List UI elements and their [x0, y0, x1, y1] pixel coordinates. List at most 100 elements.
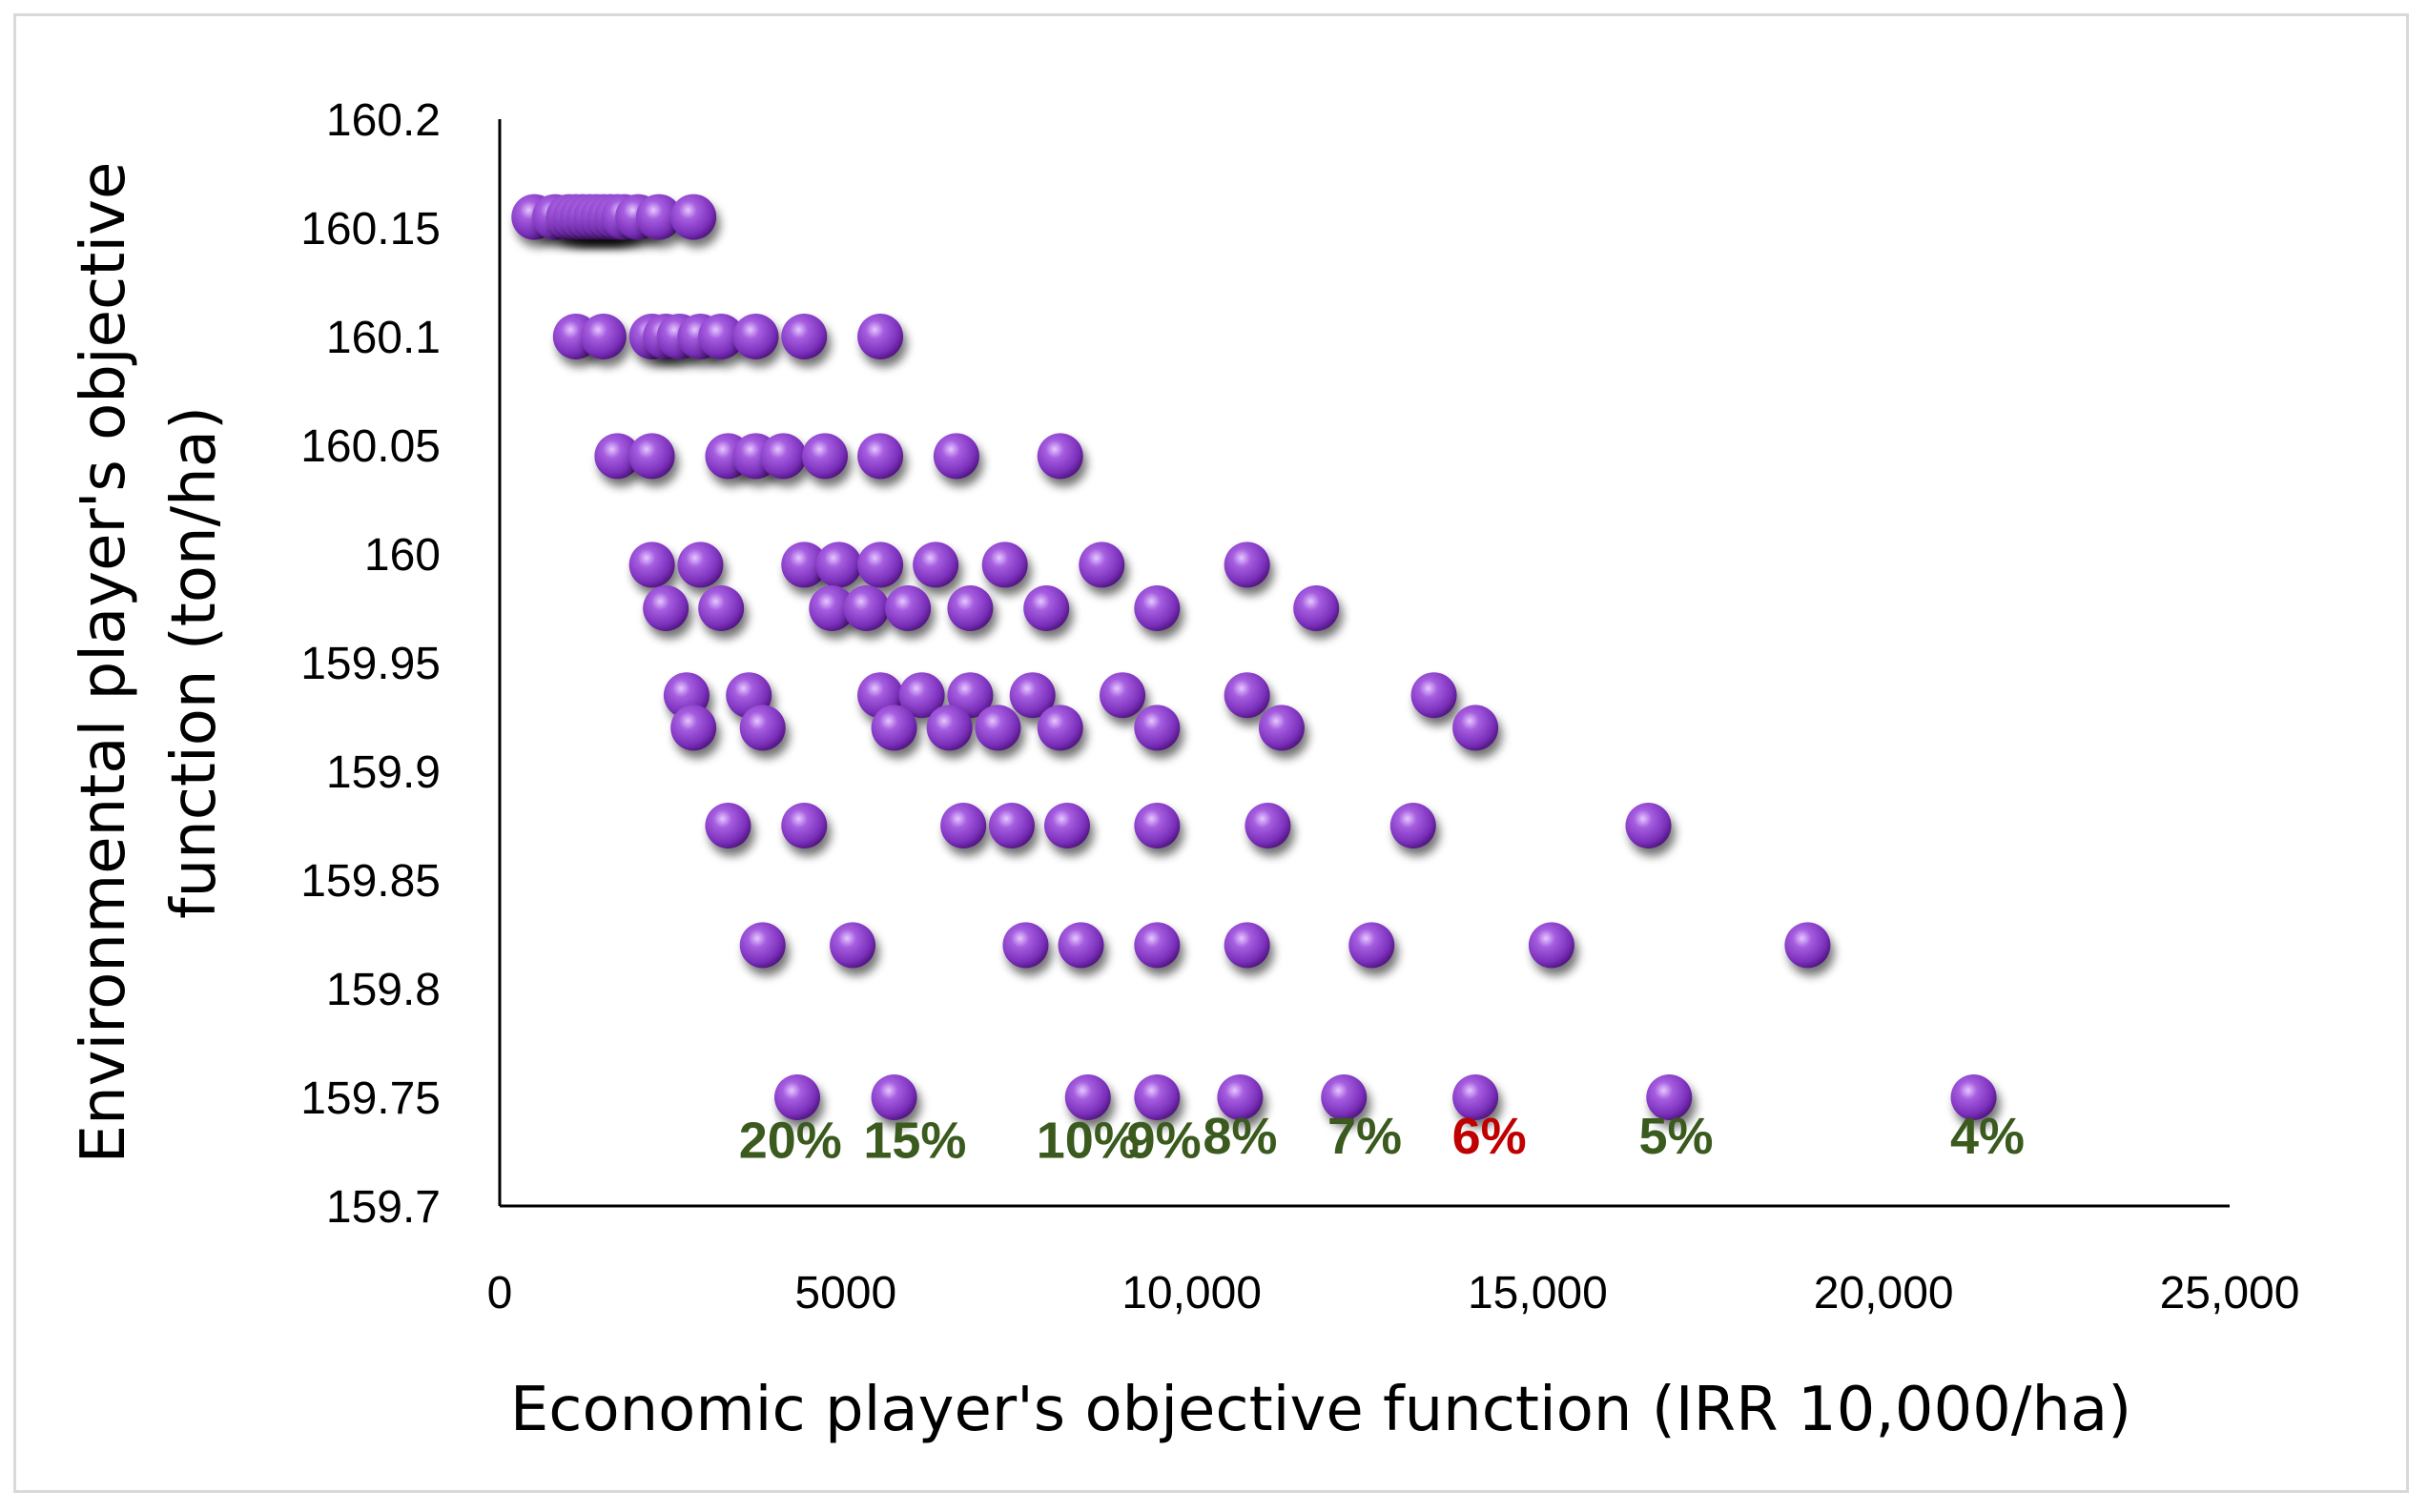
- x-tick-label: 10,000: [1121, 1268, 1262, 1318]
- data-point: [913, 541, 959, 588]
- data-point: [670, 705, 717, 751]
- data-point: [981, 541, 1028, 588]
- y-tick-labels: 160.2 160.15 160.1 160.05 160 159.95 159.9 159.…: [300, 95, 441, 1233]
- data-point: [698, 585, 745, 631]
- data-point: [1023, 585, 1070, 631]
- data-point: [975, 705, 1021, 751]
- y-tick-label: 159.8: [326, 965, 441, 1015]
- data-point: [1079, 541, 1125, 588]
- data-point: [926, 705, 973, 751]
- data-point: [843, 585, 890, 631]
- data-point: [1245, 803, 1291, 848]
- data-point: [628, 433, 675, 480]
- y-tick-label: 159.75: [300, 1073, 441, 1124]
- x-tick-labels: 0 5000 10,000 15,000 20,000 25,000: [487, 1268, 2300, 1318]
- data-point: [898, 672, 945, 719]
- data-point: [1224, 922, 1270, 969]
- data-point: [1037, 433, 1083, 480]
- y-tick-label: 159.9: [326, 747, 441, 798]
- data-point: [732, 314, 779, 359]
- data-point: [1037, 705, 1083, 751]
- data-point: [1625, 803, 1672, 848]
- x-tick-label: 0: [487, 1268, 513, 1318]
- annotations: 20% 15% 10%9% 8% 7% 6% 5% 4%: [739, 1108, 2025, 1170]
- annotation-label: 6%: [1452, 1108, 1527, 1165]
- data-point: [1134, 803, 1181, 848]
- data-point: [705, 803, 751, 848]
- data-point: [643, 585, 689, 631]
- data-point: [781, 803, 828, 848]
- data-points: [511, 194, 1997, 1120]
- data-point: [670, 194, 717, 240]
- annotation-label: 20%: [739, 1113, 842, 1170]
- data-point: [857, 541, 904, 588]
- annotation-label: 4%: [1950, 1108, 2025, 1165]
- y-tick-label: 160: [364, 530, 441, 581]
- data-point: [809, 585, 855, 631]
- data-point: [698, 314, 745, 359]
- axes: [498, 119, 2230, 1208]
- data-point: [1217, 1074, 1264, 1120]
- data-point: [760, 433, 807, 480]
- data-point: [677, 541, 724, 588]
- y-tick-label: 160.05: [300, 421, 441, 472]
- data-point: [594, 433, 641, 480]
- y-tick-label: 160.1: [326, 313, 441, 363]
- data-point: [1452, 1074, 1499, 1120]
- annotation-label: 8%: [1203, 1108, 1277, 1165]
- x-tick-label: 5000: [794, 1268, 896, 1318]
- data-point: [774, 1074, 821, 1120]
- data-point: [933, 433, 979, 480]
- data-point: [1321, 1074, 1368, 1120]
- annotation-label: 9%: [1127, 1113, 1202, 1170]
- x-tick-label: 25,000: [2160, 1268, 2300, 1318]
- data-point: [988, 803, 1035, 848]
- data-point: [580, 314, 627, 359]
- y-tick-label: 159.7: [326, 1182, 441, 1233]
- data-point: [739, 705, 786, 751]
- data-point: [1064, 1074, 1111, 1120]
- data-point: [1134, 585, 1181, 631]
- data-point: [1410, 672, 1457, 719]
- x-tick-label: 20,000: [1814, 1268, 1954, 1318]
- data-point: [1134, 922, 1181, 969]
- y-axis-title-line-1: Environmental player's objective: [69, 162, 139, 1164]
- annotation-label: 10%: [1037, 1113, 1140, 1170]
- data-point: [857, 314, 904, 359]
- x-tick-label: 15,000: [1468, 1268, 1608, 1318]
- chart-frame: [13, 13, 2409, 1493]
- data-point: [1134, 1074, 1181, 1120]
- data-point: [781, 541, 828, 588]
- data-point: [1224, 672, 1270, 719]
- data-point: [1134, 705, 1181, 751]
- data-point: [635, 194, 682, 240]
- data-point: [857, 433, 904, 480]
- data-point: [628, 541, 675, 588]
- data-point: [781, 314, 828, 359]
- annotation-label: 7%: [1327, 1108, 1402, 1165]
- x-axis-title: Economic player's objective function (IR…: [510, 1375, 2131, 1445]
- data-point: [1043, 803, 1090, 848]
- y-axis-title-line-2: function (ton/ha): [159, 406, 230, 919]
- data-point: [815, 541, 862, 588]
- data-point: [947, 672, 994, 719]
- data-point: [940, 803, 987, 848]
- y-tick-label: 159.95: [300, 639, 441, 689]
- data-point: [739, 922, 786, 969]
- data-point: [871, 1074, 917, 1120]
- data-point: [947, 585, 994, 631]
- annotation-label: 5%: [1638, 1108, 1713, 1165]
- data-point: [1348, 922, 1395, 969]
- data-point: [1002, 922, 1049, 969]
- data-point: [1258, 705, 1305, 751]
- y-tick-label: 160.15: [300, 204, 441, 255]
- data-point: [871, 705, 917, 751]
- data-point: [830, 922, 876, 969]
- data-point: [885, 585, 932, 631]
- data-point: [1009, 672, 1056, 719]
- data-point: [1784, 922, 1831, 969]
- data-point: [1389, 803, 1436, 848]
- data-point: [1452, 705, 1499, 751]
- y-tick-label: 160.2: [326, 95, 441, 146]
